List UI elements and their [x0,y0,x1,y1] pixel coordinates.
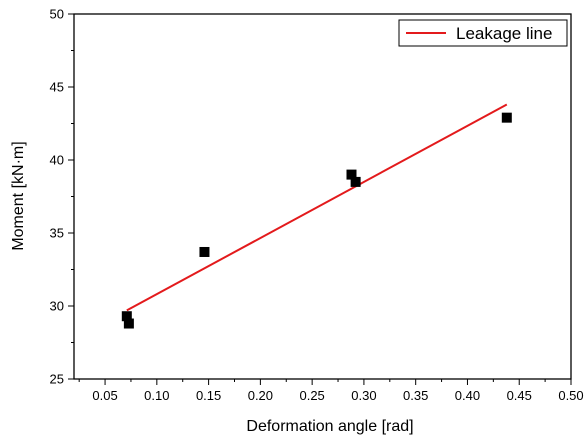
x-tick-label: 0.10 [144,388,169,403]
y-axis-title: Moment [kN·m] [10,141,27,250]
y-tick-label: 25 [50,372,64,387]
y-tick-label: 50 [50,7,64,22]
data-point [346,169,357,180]
x-tick-label: 0.20 [248,388,273,403]
x-tick-label: 0.35 [403,388,428,403]
legend: Leakage line [398,19,568,47]
x-tick-label: 0.30 [351,388,376,403]
data-point [501,112,512,123]
x-tick-label: 0.15 [196,388,221,403]
axis-ticks: 0.05 0.10 0.15 0.20 0.25 0.30 0.35 0.40 0.45 0.50… [50,7,584,404]
x-tick-label: 0.25 [299,388,324,403]
x-axis-title: Deformation angle [rad] [246,418,413,435]
data-point [121,311,132,322]
legend-label: Leakage line [456,24,552,43]
series-line-leakage [126,103,508,312]
y-tick-label: 45 [50,80,64,95]
data-point [199,246,210,257]
plot-area [73,13,572,380]
chart-marks [121,103,512,329]
data-point [350,176,361,187]
data-point [123,318,134,329]
x-tick-label: 0.50 [558,388,583,403]
x-tick-label: 0.40 [455,388,480,403]
y-tick-label: 30 [50,299,64,314]
y-tick-label: 40 [50,153,64,168]
x-tick-label: 0.45 [507,388,532,403]
plot-frame [73,13,572,380]
y-tick-label: 35 [50,226,64,241]
x-tick-label: 0.05 [92,388,117,403]
